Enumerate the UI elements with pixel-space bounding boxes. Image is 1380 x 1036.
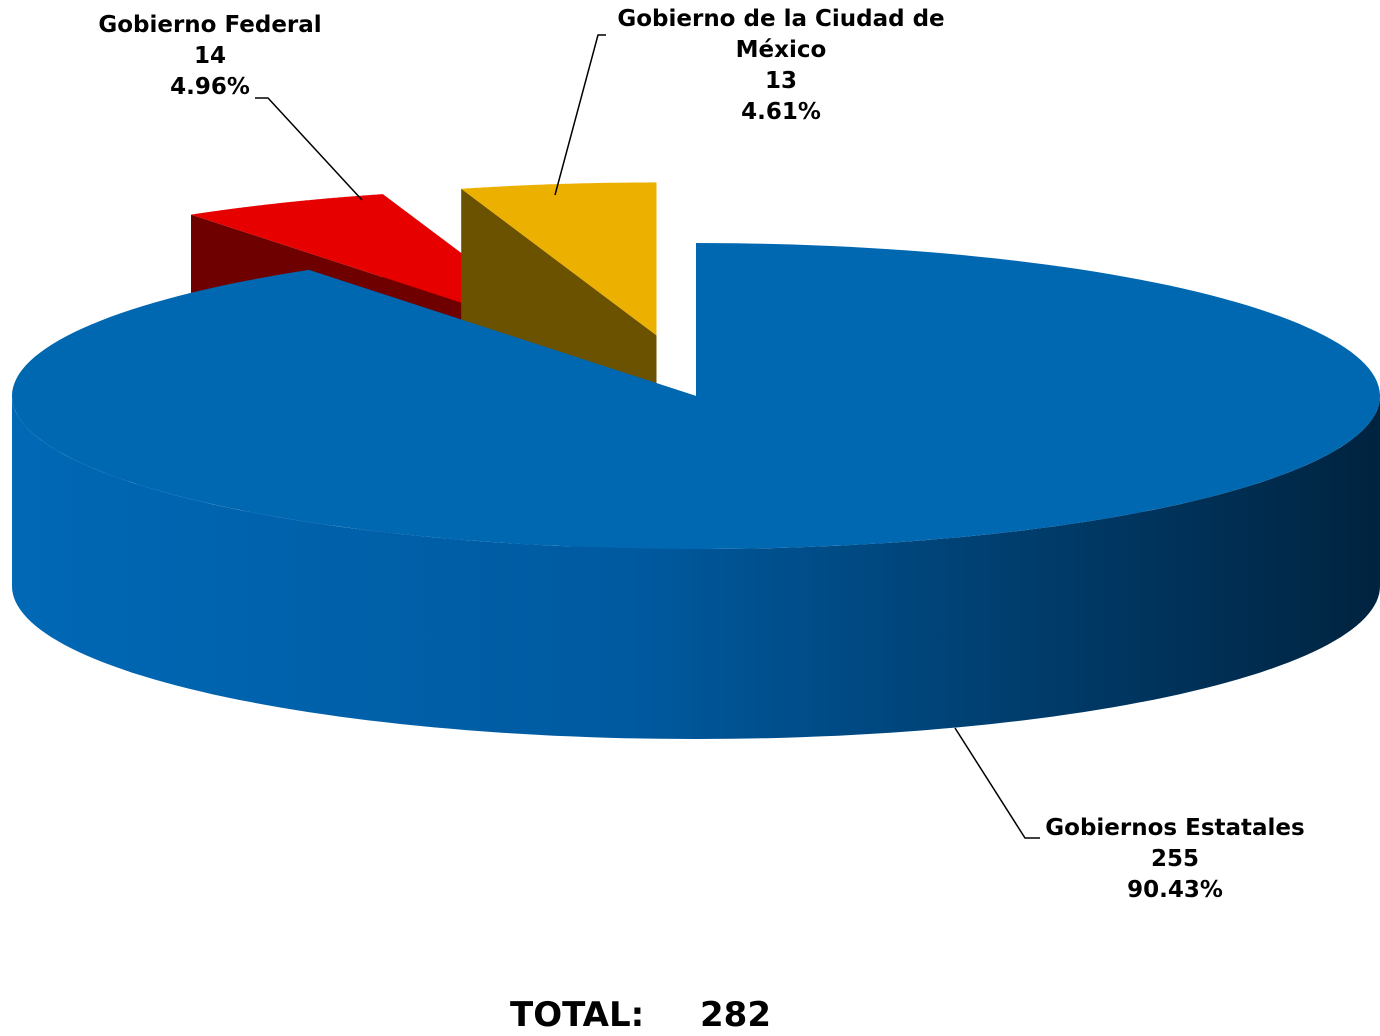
leader-line [554, 34, 606, 196]
total-label: TOTAL: [510, 995, 645, 1035]
total-value: 282 [700, 995, 771, 1035]
slice-side [12, 396, 1380, 739]
data-label: Gobiernos Estatales 255 90.43% [1030, 813, 1320, 906]
label-percent: 90.43% [1127, 877, 1223, 903]
slice-top [12, 243, 1380, 549]
label-name: Gobiernos Estatales [1045, 815, 1305, 841]
pie [12, 182, 1380, 739]
label-percent: 4.96% [170, 74, 250, 100]
leader-line [255, 97, 363, 201]
label-percent: 4.61% [741, 99, 821, 125]
data-label: Gobierno de la Ciudad de México 13 4.61% [606, 4, 956, 128]
leader-line [954, 727, 1040, 839]
slice-top [461, 182, 657, 336]
label-value: 13 [764, 68, 797, 94]
label-name: Gobierno de la Ciudad de México [617, 6, 945, 63]
label-value: 14 [193, 43, 226, 69]
label-name: Gobierno Federal [98, 12, 322, 38]
label-value: 255 [1150, 846, 1199, 872]
data-label: Gobierno Federal 14 4.96% [80, 10, 340, 103]
